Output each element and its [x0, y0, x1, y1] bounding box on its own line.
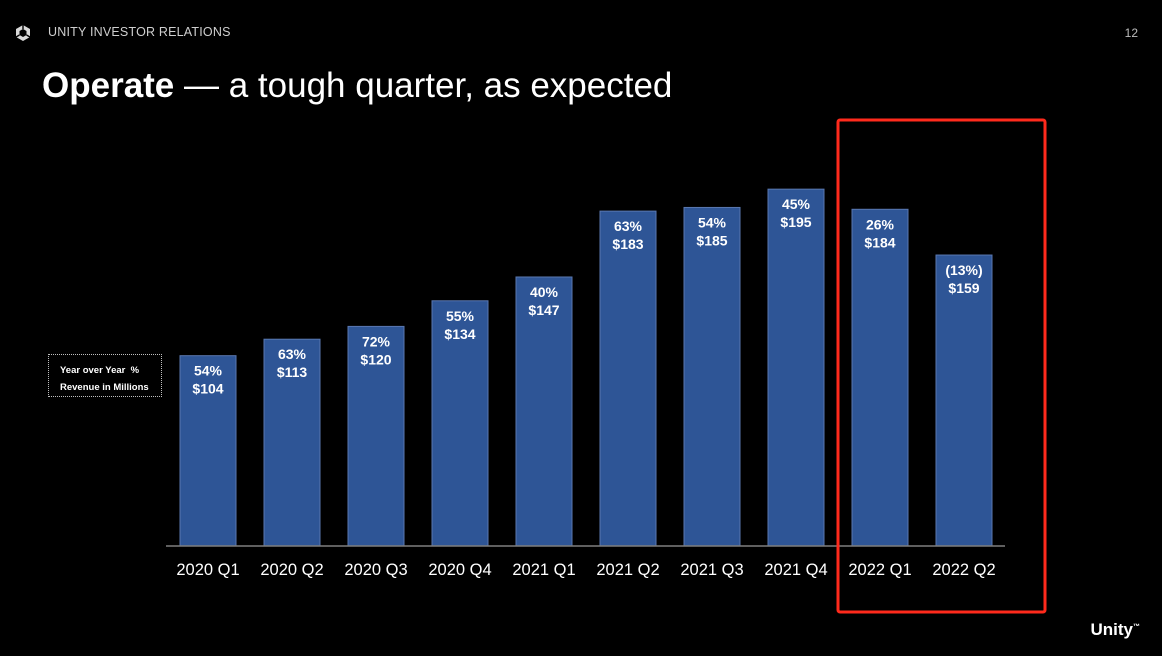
- value-label: $147: [528, 302, 559, 318]
- value-label: $120: [360, 351, 391, 367]
- value-label: $195: [780, 214, 811, 230]
- value-label: $185: [696, 232, 727, 248]
- slide-title-rest: — a tough quarter, as expected: [174, 66, 673, 105]
- bar-2020-q2: [263, 338, 321, 547]
- category-label: 2021 Q3: [680, 561, 743, 579]
- trademark-symbol: ™: [1133, 623, 1140, 631]
- category-label: 2021 Q1: [512, 561, 575, 579]
- bar-2021-q3: [683, 206, 741, 547]
- unity-logo-icon: [15, 25, 31, 41]
- bar-2021-q1: [515, 276, 573, 547]
- bar-2021-q4: [767, 188, 825, 547]
- bar-2020-q3: [347, 325, 405, 547]
- value-label: $113: [277, 364, 308, 380]
- yoy-label: 54%: [698, 214, 727, 230]
- yoy-label: 72%: [362, 333, 391, 349]
- slide-title: Operate — a tough quarter, as expected: [42, 64, 672, 108]
- chart-legend-box: Year over Year % Revenue in Millions: [48, 354, 162, 397]
- yoy-label: 63%: [278, 346, 307, 362]
- bar-2021-q2: [599, 210, 657, 547]
- category-label: 2020 Q1: [176, 561, 239, 579]
- yoy-label: (13%): [945, 262, 982, 278]
- bar-2022-q2: [935, 254, 993, 547]
- bar-2022-q1: [851, 208, 909, 547]
- highlight-box-2022: [836, 118, 1047, 614]
- value-label: $184: [864, 234, 895, 250]
- value-label: $183: [612, 236, 643, 252]
- bar-2020-q4: [431, 300, 489, 547]
- value-label: $159: [948, 280, 979, 296]
- yoy-label: 45%: [782, 196, 811, 212]
- category-label: 2022 Q1: [848, 561, 911, 579]
- category-label: 2022 Q2: [932, 561, 995, 579]
- bars-layer: 54% $104 63% $113 72% $120 55% $134 40% $147 63% $1…: [179, 188, 993, 547]
- category-label: 2020 Q2: [260, 561, 323, 579]
- yoy-label: 63%: [614, 218, 643, 234]
- yoy-label: 55%: [446, 308, 475, 324]
- unity-wordmark: Unity™: [1091, 620, 1141, 640]
- category-label: 2021 Q2: [596, 561, 659, 579]
- category-label: 2020 Q3: [344, 561, 407, 579]
- header-label: UNITY INVESTOR RELATIONS: [48, 25, 231, 39]
- yoy-label: 40%: [530, 284, 559, 300]
- slide-title-bold: Operate: [42, 66, 175, 105]
- value-label: $104: [192, 381, 223, 397]
- category-label: 2020 Q4: [428, 561, 491, 579]
- unity-wordmark-text: Unity: [1090, 620, 1134, 639]
- category-label: 2021 Q4: [764, 561, 827, 579]
- legend-line-revenue: Revenue in Millions: [60, 382, 149, 393]
- legend-line-yoy: Year over Year %: [60, 365, 140, 376]
- category-labels-layer: 2020 Q1 2020 Q2 2020 Q3 2020 Q4 2021 Q1 2021 …: [176, 561, 995, 579]
- yoy-label: 54%: [194, 363, 223, 379]
- yoy-label: 26%: [866, 216, 895, 232]
- value-label: $134: [444, 326, 475, 342]
- page-number: 12: [1124, 26, 1138, 40]
